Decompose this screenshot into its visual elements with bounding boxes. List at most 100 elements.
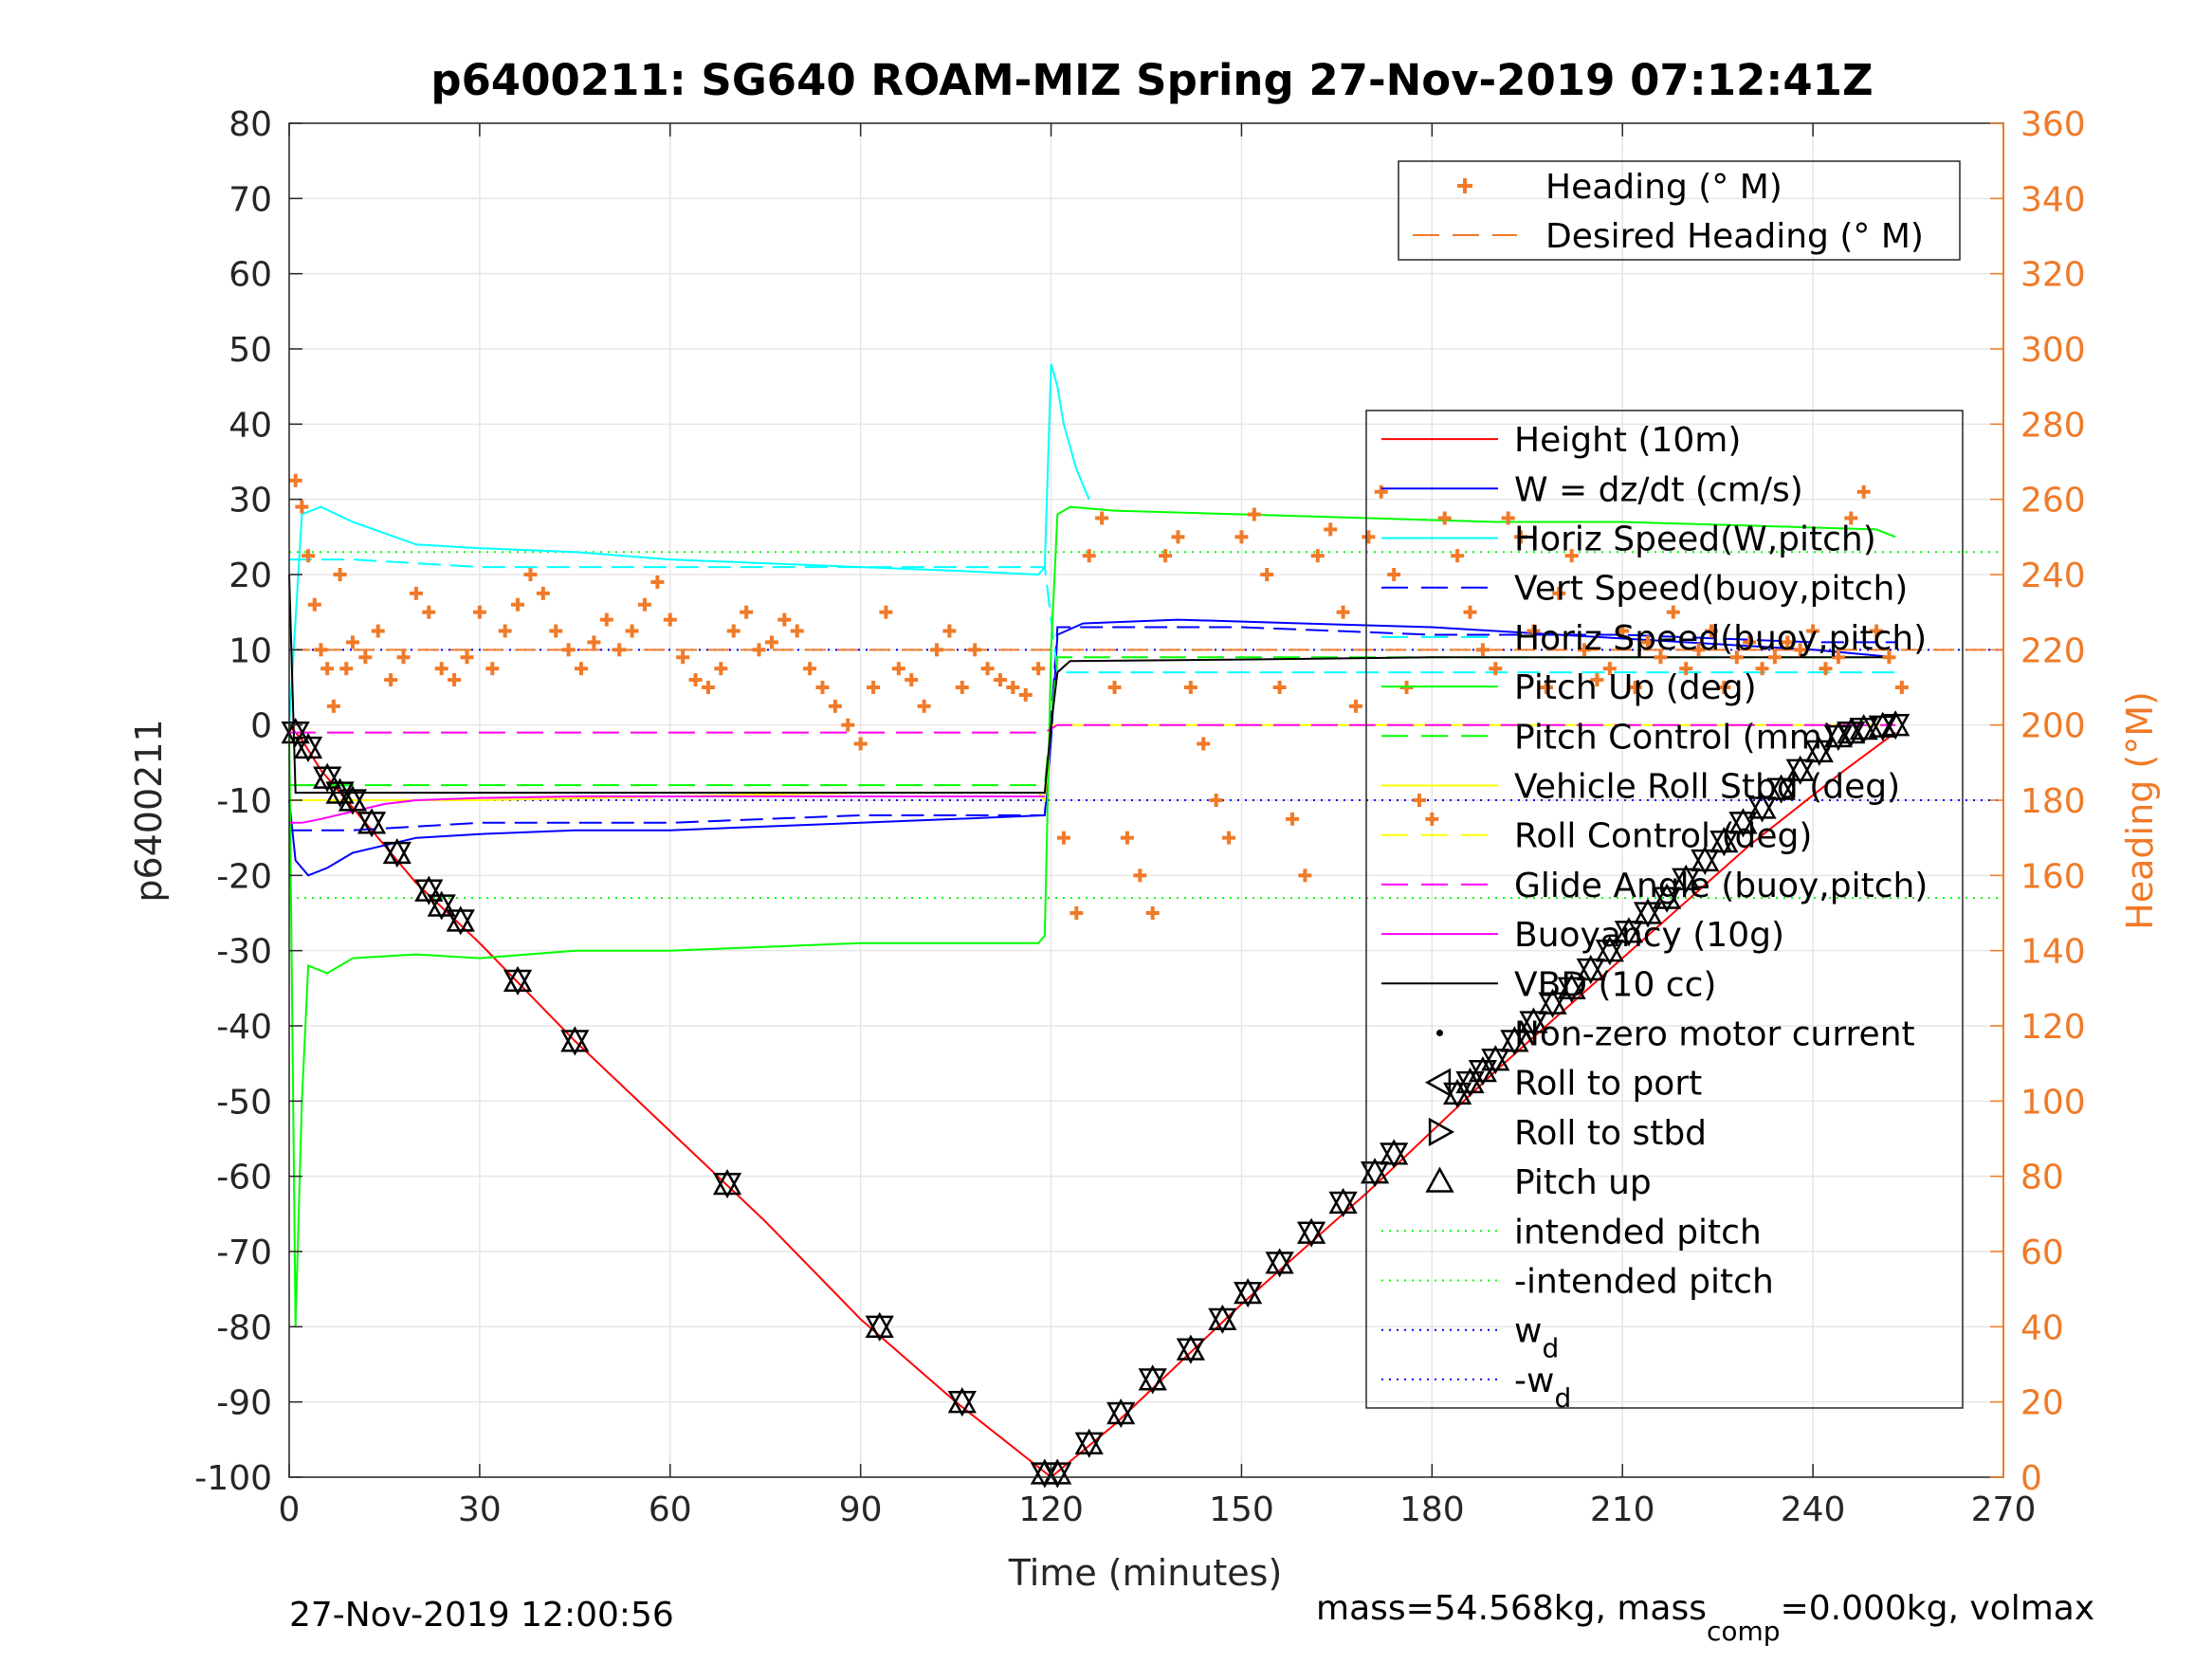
triangle-marker (712, 1172, 742, 1199)
triangle-marker (313, 762, 342, 789)
legend-heading-label-text: Desired Heading (° M) (1545, 217, 1924, 256)
height-marker (1766, 774, 1796, 804)
triangle-marker (865, 1311, 894, 1338)
legend-main-box (1365, 410, 1964, 1409)
heading-point (523, 568, 538, 581)
triangle-marker (1208, 1307, 1237, 1334)
triangle-marker (1785, 758, 1815, 785)
triangle-marker (1849, 714, 1878, 740)
legend-main-entry: Pitch Up (deg) (1381, 668, 1757, 707)
triangle-marker (1208, 1304, 1237, 1331)
triangle-marker (1747, 793, 1777, 819)
heading-point (1197, 737, 1211, 751)
legend-main-label-sub: d (1542, 1333, 1559, 1364)
triangle-marker (1519, 1011, 1548, 1037)
height-marker (1208, 1304, 1237, 1334)
heading-point (1336, 605, 1350, 619)
heading-point (726, 624, 740, 638)
triangle-marker (1296, 1217, 1326, 1244)
legend-main-label: Pitch up (1514, 1163, 1652, 1202)
height-marker (1106, 1398, 1136, 1429)
triangle-marker (446, 909, 475, 936)
legend-main-entry: Horiz Speed(buoy,pitch) (1381, 619, 1927, 658)
height-marker (1633, 898, 1663, 928)
triangle-marker (1652, 886, 1682, 913)
heading-point (777, 612, 792, 627)
heading-point (1286, 812, 1300, 826)
legend-main-entry: Pitch Control (mm) (1381, 718, 1836, 757)
heading-point (1018, 687, 1033, 702)
heading-point (333, 568, 347, 581)
x-tick-label: 210 (1590, 1490, 1655, 1529)
legend-main-entry: Glide Angle (buoy,pitch) (1381, 867, 1928, 905)
heading-point (1691, 643, 1706, 657)
heading-point (1032, 662, 1046, 676)
heading-point (752, 643, 766, 657)
triangle-marker (1265, 1248, 1294, 1274)
heading-point (828, 699, 842, 713)
triangle-marker (1691, 845, 1720, 872)
height-marker (1074, 1428, 1104, 1458)
legend-main-label-text: Buoyancy (10g) (1514, 916, 1784, 955)
heading-point (740, 605, 754, 619)
heading-point (472, 605, 486, 619)
height-marker (1747, 793, 1777, 823)
legend-main-label: wd (1514, 1312, 1559, 1364)
triangle-marker (560, 1030, 590, 1056)
triangle-marker (414, 875, 444, 902)
heading-point (905, 673, 919, 687)
height-marker (560, 1026, 590, 1056)
heading-point (1145, 906, 1160, 920)
heading-point (1882, 650, 1896, 665)
heading-point (1171, 530, 1185, 544)
height-marker (1881, 710, 1910, 740)
y-right-tick-label: 360 (2020, 105, 2086, 144)
triangle-marker (382, 841, 411, 868)
height-marker (1500, 1026, 1529, 1056)
x-tick-label: 150 (1209, 1490, 1274, 1529)
heading-point (650, 575, 665, 589)
legend-main-label: VBD (10 cc) (1514, 965, 1716, 1004)
heading-point (1107, 681, 1122, 694)
legend-main-entry: W = dz/dt (cm/s) (1381, 470, 1803, 509)
heading-point (1362, 530, 1376, 544)
y-left-tick-label: 40 (229, 406, 272, 445)
heading-point (434, 662, 448, 676)
y-axis-label-left: p6400211 (128, 719, 170, 902)
height-marker (1265, 1248, 1294, 1278)
heading-point (942, 624, 957, 638)
height-marker (1652, 883, 1682, 913)
triangle-marker (865, 1315, 894, 1342)
height-marker (503, 965, 533, 996)
triangle-marker (356, 808, 387, 834)
heading-point (1717, 681, 1731, 694)
triangle-marker (1106, 1398, 1136, 1425)
heading-point (358, 650, 373, 665)
triangle-marker (1576, 954, 1605, 981)
legend-main-label: Non-zero motor current (1514, 1015, 1915, 1054)
heading-point (1272, 681, 1287, 694)
chart-title: p6400211: SG640 ROAM-MIZ Spring 27-Nov-2… (430, 55, 1873, 105)
legend-main-entry: Vert Speed(buoy,pitch) (1381, 570, 1908, 609)
y-left-tick-label: 30 (229, 482, 272, 521)
heading-point (1069, 906, 1084, 920)
heading-point (676, 650, 690, 665)
triangle-marker (1709, 827, 1739, 853)
heading-point (612, 643, 627, 657)
height-marker (865, 1311, 894, 1342)
legend-heading-label: Desired Heading (° M) (1545, 217, 1924, 256)
triangle-marker (446, 905, 475, 932)
triangle-marker (712, 1169, 742, 1196)
triangle-marker (1500, 1030, 1529, 1056)
triangle-marker (1747, 796, 1777, 823)
height-marker (1176, 1334, 1205, 1364)
y-right-tick-label: 280 (2020, 406, 2086, 445)
triangle-marker (1176, 1338, 1205, 1364)
heading-point (1475, 643, 1490, 657)
legend-main-label-text: intended pitch (1514, 1213, 1762, 1252)
x-tick-label: 60 (649, 1490, 692, 1529)
triangle-marker (1633, 898, 1663, 924)
footer-mass-a: mass=54.568kg, mass (1316, 1589, 1707, 1628)
heading-point (288, 473, 302, 487)
heading-point (599, 612, 613, 627)
